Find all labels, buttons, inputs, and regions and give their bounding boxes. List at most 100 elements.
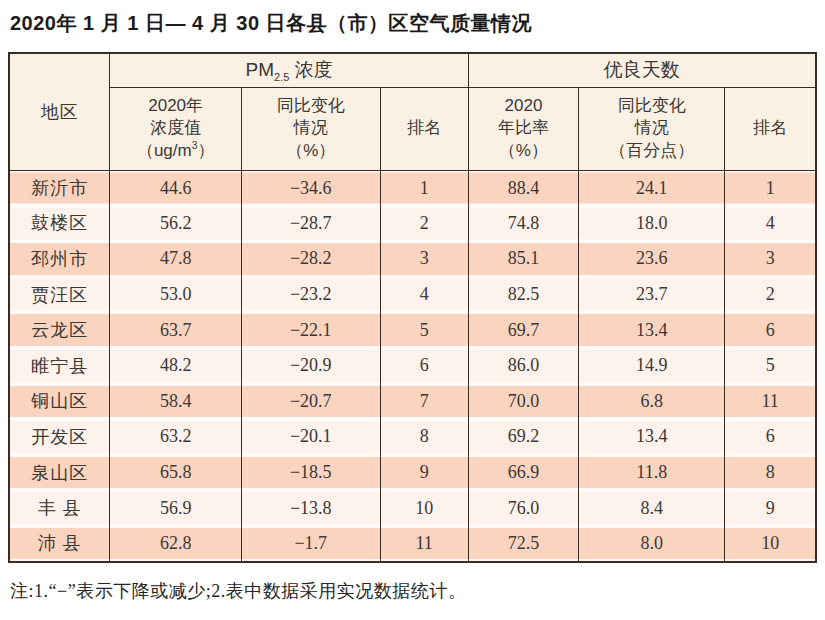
pm-rank-cell: 4	[380, 277, 468, 313]
good-rate-cell: 82.5	[468, 277, 579, 313]
region-cell: 睢宁县	[9, 348, 110, 384]
pm-change-cell: −22.1	[241, 312, 380, 348]
table-row: 开发区 63.2 −20.1 8 69.2 13.4 6	[9, 419, 816, 455]
pm-value-cell: 63.7	[110, 312, 242, 348]
table-row: 邳州市 47.8 −28.2 3 85.1 23.6 3	[9, 241, 816, 277]
pm-change-cell: −23.2	[241, 277, 380, 313]
region-cell: 开发区	[9, 419, 110, 455]
good-rate-cell: 72.5	[468, 526, 579, 562]
good-rate-cell: 85.1	[468, 241, 579, 277]
good-rate-cell: 86.0	[468, 348, 579, 384]
pm-change-cell: −20.9	[241, 348, 380, 384]
good-rate-cell: 69.7	[468, 312, 579, 348]
pm-value-cell: 62.8	[110, 526, 242, 562]
pm-value-cell: 56.9	[110, 490, 242, 526]
pm-rank-cell: 7	[380, 384, 468, 420]
table-row: 鼓楼区 56.2 −28.7 2 74.8 18.0 4	[9, 206, 816, 242]
good-rank-cell: 8	[725, 455, 816, 491]
region-cell: 泉山区	[9, 455, 110, 491]
good-rank-cell: 6	[725, 312, 816, 348]
table-row: 新沂市 44.6 −34.6 1 88.4 24.1 1	[9, 170, 816, 206]
good-change-cell: 6.8	[579, 384, 725, 420]
pm-change-header-cell: 同比变化 情况 （%）	[241, 87, 380, 170]
good-rate-cell: 69.2	[468, 419, 579, 455]
pm-subscript: 2.5	[274, 71, 289, 83]
region-cell: 铜山区	[9, 384, 110, 420]
pm-change-cell: −20.7	[241, 384, 380, 420]
table-body: 新沂市 44.6 −34.6 1 88.4 24.1 1 鼓楼区 56.2 −2…	[9, 170, 816, 562]
good-rate-cell: 76.0	[468, 490, 579, 526]
pm-rank-cell: 2	[380, 206, 468, 242]
region-cell: 贾汪区	[9, 277, 110, 313]
table-row: 铜山区 58.4 −20.7 7 70.0 6.8 11	[9, 384, 816, 420]
good-change-cell: 18.0	[579, 206, 725, 242]
pm-rank-cell: 3	[380, 241, 468, 277]
pm-rank-cell: 10	[380, 490, 468, 526]
air-quality-table: 地区 PM2.5 浓度 优良天数 2020年 浓度值 （ug/m3） 同比变化 …	[8, 52, 817, 563]
good-rate-cell: 74.8	[468, 206, 579, 242]
good-change-cell: 14.9	[579, 348, 725, 384]
pm-rank-cell: 11	[380, 526, 468, 562]
region-cell: 丰 县	[9, 490, 110, 526]
pm-change-cell: −20.1	[241, 419, 380, 455]
good-change-cell: 8.4	[579, 490, 725, 526]
table-row: 沛 县 62.8 −1.7 11 72.5 8.0 10	[9, 526, 816, 562]
pm-value-cell: 63.2	[110, 419, 242, 455]
region-cell: 沛 县	[9, 526, 110, 562]
pm-value-header-cell: 2020年 浓度值 （ug/m3）	[110, 87, 242, 170]
pm-rank-cell: 1	[380, 170, 468, 206]
pm-value-cell: 53.0	[110, 277, 242, 313]
good-rank-cell: 3	[725, 241, 816, 277]
pm-change-cell: −34.6	[241, 170, 380, 206]
table-row: 泉山区 65.8 −18.5 9 66.9 11.8 8	[9, 455, 816, 491]
table-row: 云龙区 63.7 −22.1 5 69.7 13.4 6	[9, 312, 816, 348]
table-header: 地区 PM2.5 浓度 优良天数 2020年 浓度值 （ug/m3） 同比变化 …	[9, 53, 816, 170]
good-rank-cell: 9	[725, 490, 816, 526]
good-rank-cell: 1	[725, 170, 816, 206]
good-days-group-header-cell: 优良天数	[468, 53, 816, 87]
pm-rank-cell: 5	[380, 312, 468, 348]
pm-value-cell: 65.8	[110, 455, 242, 491]
good-rank-cell: 4	[725, 206, 816, 242]
pm-change-cell: −28.2	[241, 241, 380, 277]
good-rate-cell: 66.9	[468, 455, 579, 491]
pm-change-cell: −18.5	[241, 455, 380, 491]
header-sub-row: 2020年 浓度值 （ug/m3） 同比变化 情况 （%） 排名 2020 年比…	[9, 87, 816, 170]
pm-change-cell: −13.8	[241, 490, 380, 526]
good-rank-cell: 6	[725, 419, 816, 455]
good-change-cell: 11.8	[579, 455, 725, 491]
pm-value-cell: 56.2	[110, 206, 242, 242]
table-row: 睢宁县 48.2 −20.9 6 86.0 14.9 5	[9, 348, 816, 384]
region-cell: 新沂市	[9, 170, 110, 206]
header-group-row: 地区 PM2.5 浓度 优良天数	[9, 53, 816, 87]
pm-value-cell: 47.8	[110, 241, 242, 277]
good-change-cell: 8.0	[579, 526, 725, 562]
pm-group-header-cell: PM2.5 浓度	[110, 53, 468, 87]
good-change-cell: 24.1	[579, 170, 725, 206]
pm-change-cell: −1.7	[241, 526, 380, 562]
good-rank-cell: 5	[725, 348, 816, 384]
table-row: 贾汪区 53.0 −23.2 4 82.5 23.7 2	[9, 277, 816, 313]
good-rate-cell: 88.4	[468, 170, 579, 206]
pm-change-cell: −28.7	[241, 206, 380, 242]
good-rank-cell: 2	[725, 277, 816, 313]
good-change-header-cell: 同比变化 情况 （百分点）	[579, 87, 725, 170]
good-change-cell: 13.4	[579, 419, 725, 455]
good-rank-cell: 10	[725, 526, 816, 562]
good-rate-cell: 70.0	[468, 384, 579, 420]
pm-value-cell: 48.2	[110, 348, 242, 384]
good-change-cell: 23.6	[579, 241, 725, 277]
page-title: 2020年 1 月 1 日— 4 月 30 日各县（市）区空气质量情况	[10, 10, 817, 37]
region-cell: 鼓楼区	[9, 206, 110, 242]
region-cell: 邳州市	[9, 241, 110, 277]
footnote: 注:1.“−”表示下降或减少;2.表中数据采用实况数据统计。	[10, 579, 817, 603]
pm-value-cell: 58.4	[110, 384, 242, 420]
pm-value-cell: 44.6	[110, 170, 242, 206]
good-rate-header-cell: 2020 年比率 （%）	[468, 87, 579, 170]
good-rank-cell: 11	[725, 384, 816, 420]
pm-rank-cell: 8	[380, 419, 468, 455]
region-header-cell: 地区	[9, 53, 110, 170]
region-cell: 云龙区	[9, 312, 110, 348]
pm-group-label: PM2.5 浓度	[245, 59, 332, 80]
good-change-cell: 13.4	[579, 312, 725, 348]
